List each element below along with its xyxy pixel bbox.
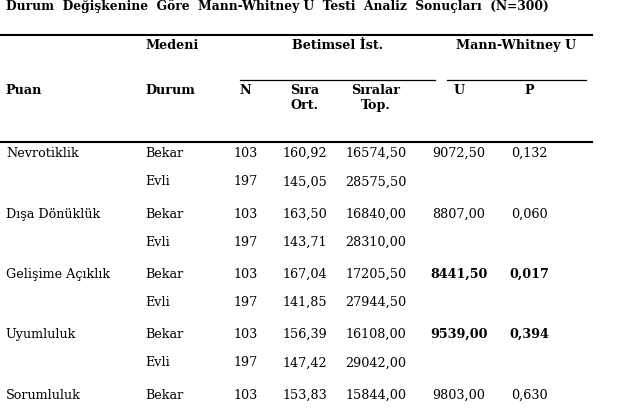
Text: 9803,00: 9803,00: [432, 389, 485, 402]
Text: 103: 103: [234, 328, 257, 341]
Text: 9072,50: 9072,50: [432, 147, 485, 160]
Text: Evli: Evli: [145, 236, 169, 249]
Text: Sıra
Ort.: Sıra Ort.: [290, 84, 319, 112]
Text: Bekar: Bekar: [145, 207, 183, 220]
Text: 28575,50: 28575,50: [345, 175, 406, 189]
Text: 197: 197: [234, 357, 257, 369]
Text: 160,92: 160,92: [282, 147, 327, 160]
Text: Evli: Evli: [145, 175, 169, 189]
Text: 0,394: 0,394: [510, 328, 550, 341]
Text: 16108,00: 16108,00: [345, 328, 406, 341]
Text: 0,017: 0,017: [510, 268, 550, 281]
Text: 167,04: 167,04: [282, 268, 327, 281]
Text: 16574,50: 16574,50: [345, 147, 406, 160]
Text: 0,630: 0,630: [512, 389, 548, 402]
Text: 8807,00: 8807,00: [432, 207, 485, 220]
Text: 145,05: 145,05: [282, 175, 327, 189]
Text: Evli: Evli: [145, 296, 169, 309]
Text: Bekar: Bekar: [145, 389, 183, 402]
Text: 163,50: 163,50: [282, 207, 327, 220]
Text: 103: 103: [234, 207, 257, 220]
Text: Bekar: Bekar: [145, 147, 183, 160]
Text: Gelişime Açıklık: Gelişime Açıklık: [6, 268, 110, 281]
Text: 197: 197: [234, 296, 257, 309]
Text: Betimsel İst.: Betimsel İst.: [291, 38, 383, 52]
Text: Dışa Dönüklük: Dışa Dönüklük: [6, 207, 100, 220]
Text: 197: 197: [234, 175, 257, 189]
Text: 103: 103: [234, 147, 257, 160]
Text: 0,060: 0,060: [512, 207, 548, 220]
Text: 17205,50: 17205,50: [345, 268, 406, 281]
Text: U: U: [453, 84, 464, 97]
Text: N: N: [239, 84, 252, 97]
Text: 197: 197: [234, 236, 257, 249]
Text: 103: 103: [234, 389, 257, 402]
Text: 143,71: 143,71: [282, 236, 327, 249]
Text: Durum: Durum: [145, 84, 195, 97]
Text: 156,39: 156,39: [282, 328, 327, 341]
Text: 153,83: 153,83: [282, 389, 327, 402]
Text: Medeni: Medeni: [145, 38, 198, 52]
Text: P: P: [525, 84, 535, 97]
Text: Puan: Puan: [6, 84, 42, 97]
Text: 103: 103: [234, 268, 257, 281]
Text: 29042,00: 29042,00: [345, 357, 406, 369]
Text: Uyumluluk: Uyumluluk: [6, 328, 76, 341]
Text: 9539,00: 9539,00: [430, 328, 487, 341]
Text: 141,85: 141,85: [282, 296, 327, 309]
Text: 16840,00: 16840,00: [345, 207, 406, 220]
Text: Sıralar
Top.: Sıralar Top.: [351, 84, 401, 112]
Text: Bekar: Bekar: [145, 328, 183, 341]
Text: Mann-Whitney U: Mann-Whitney U: [456, 38, 577, 52]
Text: Sorumluluk: Sorumluluk: [6, 389, 81, 402]
Text: Evli: Evli: [145, 357, 169, 369]
Text: 0,132: 0,132: [512, 147, 548, 160]
Text: 147,42: 147,42: [282, 357, 327, 369]
Text: Nevrotiklik: Nevrotiklik: [6, 147, 79, 160]
Text: Durum  Değişkenine  Göre  Mann-Whitney U  Testi  Analiz  Sonuçları  (N=300): Durum Değişkenine Göre Mann-Whitney U Te…: [6, 0, 549, 13]
Text: 15844,00: 15844,00: [345, 389, 406, 402]
Text: 28310,00: 28310,00: [345, 236, 406, 249]
Text: Bekar: Bekar: [145, 268, 183, 281]
Text: 27944,50: 27944,50: [345, 296, 406, 309]
Text: 8441,50: 8441,50: [430, 268, 487, 281]
